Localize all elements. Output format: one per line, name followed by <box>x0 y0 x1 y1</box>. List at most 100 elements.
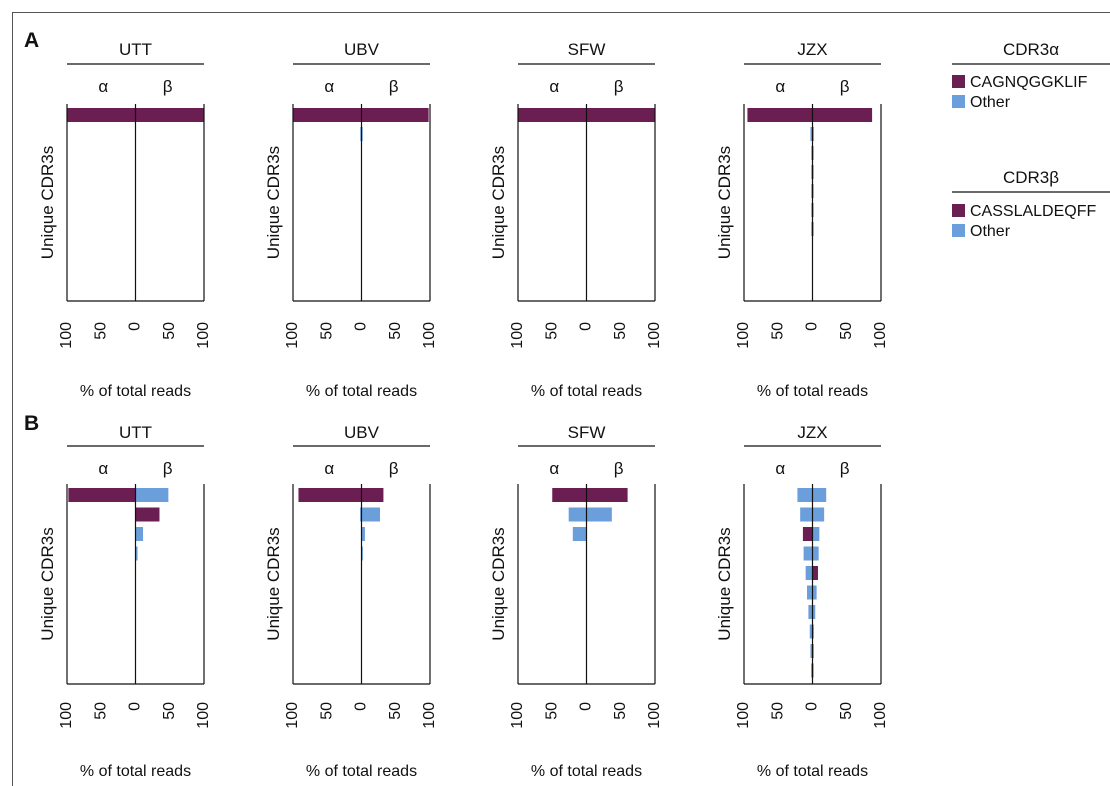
x-tick-label-b-jzx-2: 50 <box>769 702 786 720</box>
x-tick-label-a-ubv-5: 100 <box>421 322 438 349</box>
beta-label-b-jzx: β <box>840 459 850 478</box>
panel-label-b: B <box>24 412 39 435</box>
legend-swatch-beta-1 <box>952 204 965 217</box>
chart-title-a-jzx: JZX <box>797 40 827 59</box>
x-tick-label-a-jzx-3: 0 <box>804 322 821 331</box>
beta-label-a-utt: β <box>163 77 173 96</box>
alpha-label-a-ubv: α <box>324 77 334 96</box>
y-axis-title-b-sfw: Unique CDR3s <box>489 527 508 640</box>
bar-beta-a-ubv-1 <box>361 108 429 122</box>
x-axis-title-a-utt: % of total reads <box>80 383 191 400</box>
x-tick-label-b-sfw-4: 50 <box>612 702 629 720</box>
x-tick-label-b-sfw-5: 100 <box>646 702 663 729</box>
legend-swatch-beta-2 <box>952 224 965 237</box>
bar-alpha-b-ubv-1 <box>298 488 362 502</box>
x-tick-label-a-utt-3: 0 <box>127 322 144 331</box>
bar-alpha-a-jzx-2 <box>810 127 813 141</box>
bar-beta-b-utt-1 <box>135 488 169 502</box>
y-axis-title-a-utt: Unique CDR3s <box>38 146 57 259</box>
x-tick-label-a-sfw-5: 100 <box>646 322 663 349</box>
bar-alpha-b-ubv-2 <box>360 507 362 522</box>
legend-title-alpha: CDR3α <box>1003 40 1059 59</box>
legend-label-alpha-2: Other <box>970 94 1011 111</box>
bar-beta-b-sfw-2 <box>586 507 612 522</box>
bar-beta-a-jzx-2 <box>812 127 814 141</box>
x-tick-label-b-ubv-1: 100 <box>284 702 301 729</box>
chart-title-a-sfw: SFW <box>568 40 606 59</box>
bar-beta-b-jzx-8 <box>812 624 814 639</box>
y-axis-title-b-ubv: Unique CDR3s <box>264 527 283 640</box>
x-axis-title-a-ubv: % of total reads <box>306 383 417 400</box>
chart-title-a-utt: UTT <box>119 40 152 59</box>
chart-title-b-ubv: UBV <box>344 423 380 442</box>
x-tick-label-b-jzx-4: 50 <box>838 702 855 720</box>
legend-label-beta-1: CASSLALDEQFF <box>970 203 1096 220</box>
beta-label-b-ubv: β <box>389 459 399 478</box>
x-axis-title-a-jzx: % of total reads <box>757 383 868 400</box>
bar-alpha-b-utt-1 <box>68 488 136 502</box>
y-axis-title-b-jzx: Unique CDR3s <box>715 527 734 640</box>
legend-swatch-alpha-2 <box>952 95 965 108</box>
panel-label-a: A <box>24 29 39 52</box>
bar-alpha-b-jzx-9 <box>810 644 813 658</box>
alpha-label-b-jzx: α <box>775 459 785 478</box>
x-tick-label-a-jzx-5: 100 <box>872 322 889 349</box>
x-tick-label-b-utt-5: 100 <box>195 702 212 729</box>
x-tick-label-b-sfw-3: 0 <box>578 702 595 711</box>
legend-label-alpha-1: CAGNQGGKLIF <box>970 74 1088 91</box>
bar-alpha-a-utt-1 <box>67 108 136 122</box>
bar-beta-b-utt-2 <box>135 507 160 522</box>
bar-alpha-b-jzx-4 <box>803 546 813 561</box>
x-tick-label-a-sfw-3: 0 <box>578 322 595 331</box>
x-tick-label-b-sfw-1: 100 <box>509 702 526 729</box>
alpha-label-a-jzx: α <box>775 77 785 96</box>
legend-label-beta-2: Other <box>970 223 1011 240</box>
x-tick-label-b-utt-3: 0 <box>127 702 144 711</box>
x-tick-label-a-utt-5: 100 <box>195 322 212 349</box>
bar-alpha-b-jzx-2 <box>800 507 813 522</box>
x-axis-title-b-utt: % of total reads <box>80 763 191 780</box>
bar-beta-a-utt-1 <box>135 108 204 122</box>
bar-alpha-a-sfw-1 <box>518 108 587 122</box>
bar-beta-b-jzx-4 <box>812 546 819 561</box>
bar-alpha-a-ubv-1 <box>293 108 362 122</box>
bar-beta-b-jzx-2 <box>812 507 825 522</box>
y-axis-title-a-jzx: Unique CDR3s <box>715 146 734 259</box>
x-tick-label-a-utt-2: 50 <box>92 322 109 340</box>
x-tick-label-b-jzx-1: 100 <box>735 702 752 729</box>
x-tick-label-a-sfw-1: 100 <box>509 322 526 349</box>
bar-beta-b-ubv-3 <box>361 527 365 541</box>
x-tick-label-a-jzx-4: 50 <box>838 322 855 340</box>
x-axis-title-b-sfw: % of total reads <box>531 763 642 780</box>
bar-beta-b-ubv-1 <box>361 488 384 502</box>
bar-alpha-b-jzx-6 <box>807 585 813 600</box>
x-tick-label-a-ubv-4: 50 <box>387 322 404 340</box>
x-tick-label-a-sfw-2: 50 <box>543 322 560 340</box>
bar-beta-b-jzx-7 <box>812 605 816 619</box>
alpha-label-a-sfw: α <box>549 77 559 96</box>
alpha-label-b-utt: α <box>98 459 108 478</box>
x-tick-label-b-ubv-4: 50 <box>387 702 404 720</box>
x-tick-label-b-ubv-5: 100 <box>421 702 438 729</box>
legend-title-beta: CDR3β <box>1003 168 1059 187</box>
x-axis-title-b-jzx: % of total reads <box>757 763 868 780</box>
x-tick-label-b-jzx-3: 0 <box>804 702 821 711</box>
beta-label-a-ubv: β <box>389 77 399 96</box>
x-axis-title-b-ubv: % of total reads <box>306 763 417 780</box>
bar-alpha-b-sfw-3 <box>572 527 587 541</box>
y-axis-title-a-sfw: Unique CDR3s <box>489 146 508 259</box>
x-tick-label-b-sfw-2: 50 <box>543 702 560 720</box>
bar-beta-a-sfw-1 <box>586 108 655 122</box>
x-tick-label-a-utt-1: 100 <box>58 322 75 349</box>
x-tick-label-b-utt-2: 50 <box>92 702 109 720</box>
bar-beta-b-ubv-4 <box>361 546 363 561</box>
x-tick-label-a-ubv-1: 100 <box>284 322 301 349</box>
bar-beta-b-jzx-9 <box>812 644 814 658</box>
legend-swatch-alpha-1 <box>952 75 965 88</box>
bar-beta-a-jzx-1 <box>812 108 873 122</box>
bar-alpha-b-jzx-10 <box>811 663 813 678</box>
bar-beta-b-jzx-5 <box>812 566 818 580</box>
x-tick-label-b-jzx-5: 100 <box>872 702 889 729</box>
bar-alpha-b-jzx-7 <box>808 605 813 619</box>
